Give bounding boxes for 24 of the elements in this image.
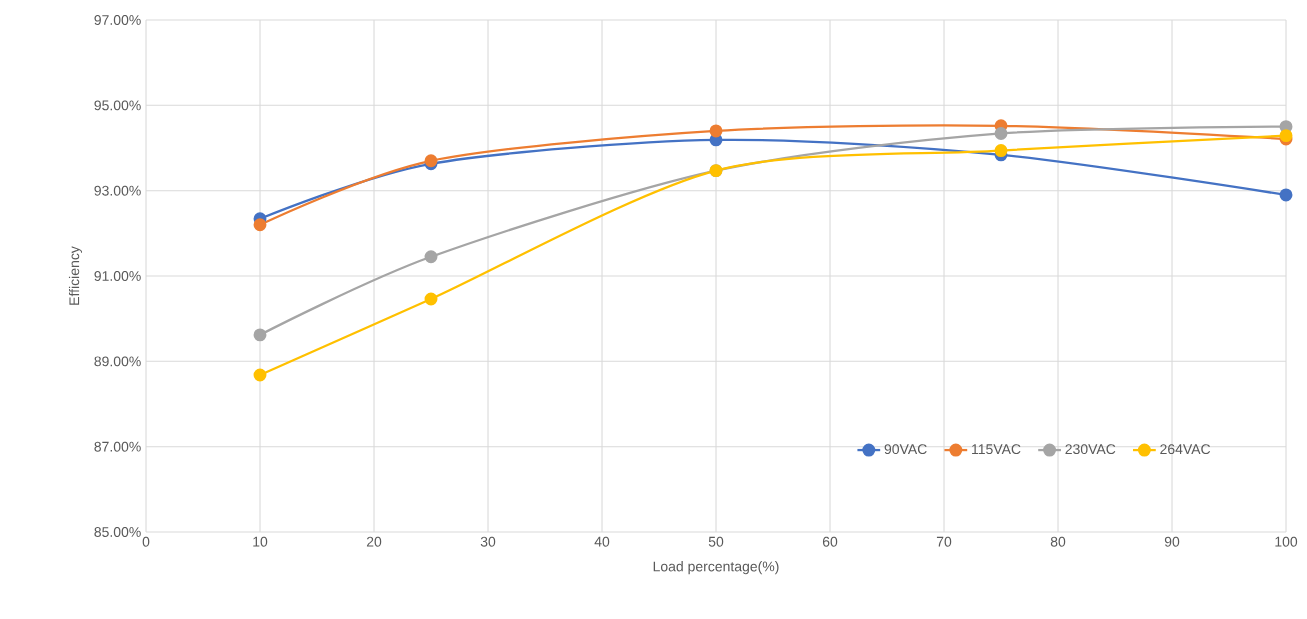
y-tick-label: 85.00% [94, 527, 141, 537]
y-tick-label: 95.00% [94, 100, 141, 111]
legend-label: 230VAC [1065, 444, 1116, 455]
y-tick-label: 89.00% [94, 356, 141, 367]
x-tick-label: 100 [1275, 536, 1298, 547]
legend-label: 264VAC [1160, 444, 1211, 455]
y-axis-title: Efficiency [68, 246, 82, 305]
x-tick-label: 40 [594, 536, 610, 547]
x-tick-label: 30 [480, 536, 496, 547]
legend-label: 115VAC [972, 444, 1021, 455]
x-tick-label: 70 [936, 536, 952, 547]
x-tick-label: 80 [1050, 536, 1066, 547]
legend-label: 90VAC [884, 444, 927, 455]
x-tick-label: 60 [822, 536, 838, 547]
x-tick-label: 90 [1164, 536, 1180, 547]
y-tick-label: 93.00% [94, 185, 141, 196]
x-tick-label: 50 [708, 536, 724, 547]
y-tick-label: 91.00% [94, 271, 141, 281]
x-tick-label: 0 [142, 536, 150, 547]
x-tick-label: 10 [253, 536, 268, 547]
y-tick-label: 87.00% [94, 441, 141, 452]
x-axis-title: Load percentage(%) [653, 561, 779, 575]
y-tick-label: 97.00% [94, 15, 141, 25]
x-tick-label: 20 [366, 536, 382, 547]
